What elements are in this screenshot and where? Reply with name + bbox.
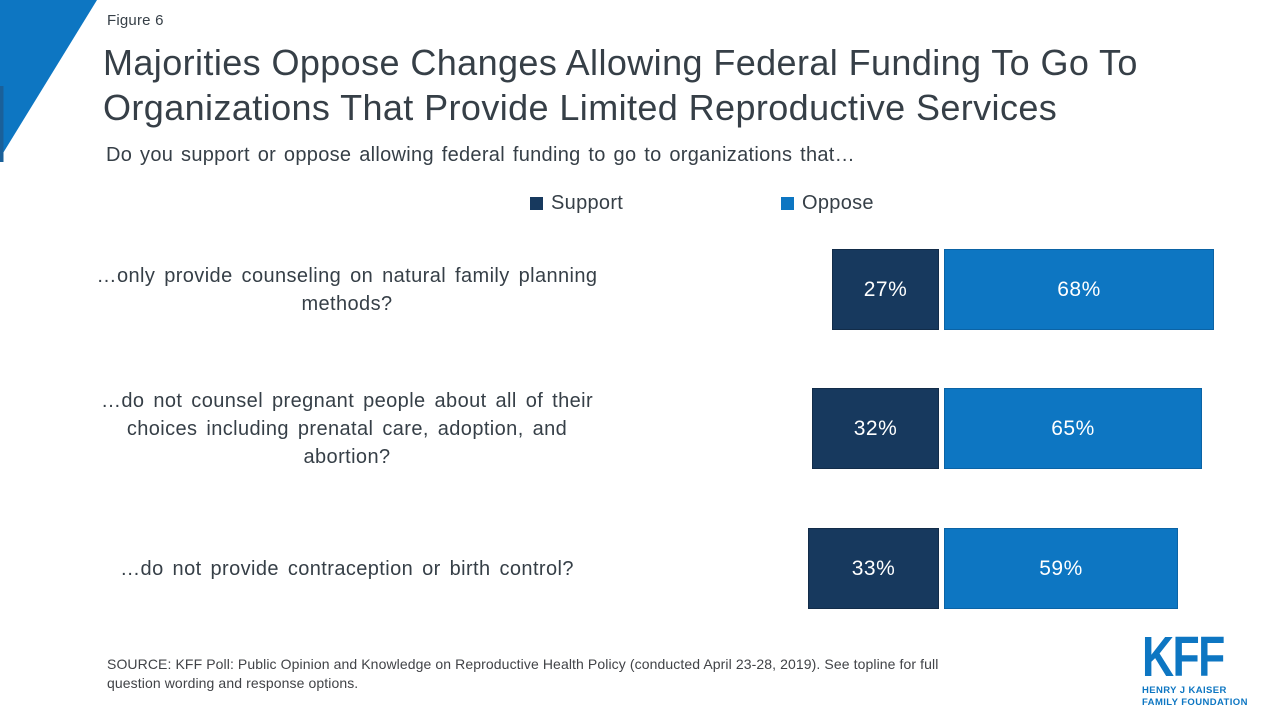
figure-label: Figure 6 bbox=[107, 12, 164, 29]
legend-item-oppose: Oppose bbox=[781, 192, 874, 215]
support-bar: 33% bbox=[808, 528, 939, 609]
oppose-bar: 68% bbox=[944, 249, 1214, 330]
chart-row: …do not provide contraception or birth c… bbox=[0, 528, 1280, 609]
category-label: …only provide counseling on natural fami… bbox=[72, 249, 622, 330]
category-label-line: methods? bbox=[301, 292, 393, 315]
kff-logo-subtitle-line-2: FAMILY FOUNDATION bbox=[1142, 696, 1248, 708]
kff-logo-subtitle-line-1: HENRY J KAISER bbox=[1142, 685, 1227, 696]
category-label-line: choices including prenatal care, adoptio… bbox=[126, 417, 568, 440]
category-label: …do not counsel pregnant people about al… bbox=[72, 388, 622, 469]
chart-row: …do not counsel pregnant people about al… bbox=[0, 388, 1280, 469]
source-note-line-2: question wording and response options. bbox=[107, 674, 359, 691]
support-swatch-icon bbox=[530, 197, 543, 210]
chart-title: Majorities Oppose Changes Allowing Feder… bbox=[103, 40, 1213, 130]
corner-accent-triangle-icon bbox=[0, 0, 97, 162]
category-label-line: …do not counsel pregnant people about al… bbox=[100, 389, 594, 412]
support-bar: 32% bbox=[812, 388, 939, 469]
category-label: …do not provide contraception or birth c… bbox=[72, 528, 622, 609]
source-note-line-1: SOURCE: KFF Poll: Public Opinion and Kno… bbox=[107, 656, 939, 672]
kff-logo-subtitle: HENRY J KAISER FAMILY FOUNDATION bbox=[1142, 685, 1272, 708]
support-bar-value: 32% bbox=[853, 416, 898, 440]
chart-title-line-2: Organizations That Provide Limited Repro… bbox=[103, 87, 1058, 128]
category-label-line: …do not provide contraception or birth c… bbox=[120, 557, 574, 580]
legend-item-support: Support bbox=[530, 192, 623, 215]
support-bar-value: 33% bbox=[851, 556, 896, 580]
category-label-line: …only provide counseling on natural fami… bbox=[96, 264, 598, 287]
source-note: SOURCE: KFF Poll: Public Opinion and Kno… bbox=[107, 655, 1087, 692]
oppose-swatch-icon bbox=[781, 197, 794, 210]
support-bar-value: 27% bbox=[863, 277, 908, 301]
chart-subtitle: Do you support or oppose allowing federa… bbox=[106, 144, 855, 166]
oppose-bar-value: 59% bbox=[1039, 556, 1083, 580]
support-bar: 27% bbox=[832, 249, 939, 330]
chart-title-line-1: Majorities Oppose Changes Allowing Feder… bbox=[103, 42, 1138, 83]
kff-logo-acronym: KFF bbox=[1142, 625, 1225, 689]
chart-row: …only provide counseling on natural fami… bbox=[0, 249, 1280, 330]
oppose-bar: 59% bbox=[944, 528, 1178, 609]
category-label-line: abortion? bbox=[303, 445, 391, 468]
legend-oppose-label: Oppose bbox=[802, 192, 874, 214]
oppose-bar: 65% bbox=[944, 388, 1202, 469]
oppose-bar-value: 65% bbox=[1051, 416, 1095, 440]
kff-logo: KFF HENRY J KAISER FAMILY FOUNDATION bbox=[1142, 625, 1272, 708]
oppose-bar-value: 68% bbox=[1057, 277, 1101, 301]
legend-support-label: Support bbox=[551, 192, 624, 214]
